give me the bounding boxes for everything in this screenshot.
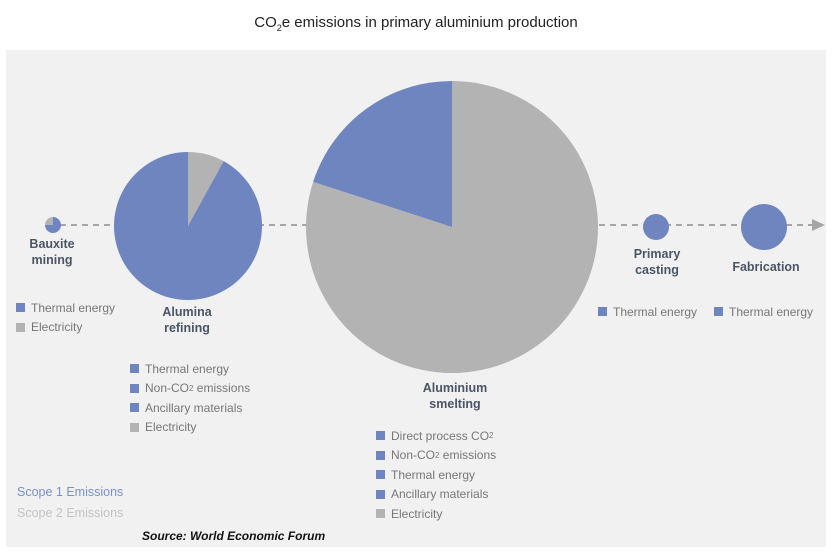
- legend-subscript: 2: [189, 383, 194, 393]
- legend-item: Thermal energy: [16, 298, 115, 318]
- legend-swatch: [376, 450, 385, 460]
- legend-alumina: Thermal energy Non-CO 2 emissions Ancillary…: [130, 359, 250, 437]
- legend-label-tail: emissions: [439, 448, 497, 463]
- legend-item: Direct process CO 2: [376, 426, 496, 446]
- legend-label: Thermal energy: [613, 304, 698, 319]
- legend-label: Electricity: [145, 420, 197, 435]
- legend-label-tail: emissions: [193, 381, 251, 396]
- legend-swatch: [130, 364, 139, 374]
- legend-label: Thermal energy: [145, 361, 230, 376]
- stage-label-alumina-refining: Alumina refining: [162, 305, 212, 335]
- legend-swatch: [714, 307, 723, 317]
- legend-subscript: 2: [489, 431, 494, 441]
- legend-item: Thermal energy: [376, 465, 496, 485]
- legend-swatch: [130, 403, 139, 413]
- legend-swatch: [376, 509, 385, 519]
- legend-item: Ancillary materials: [130, 398, 250, 418]
- legend-label: Ancillary materials: [145, 400, 243, 415]
- legend-label: Thermal energy: [729, 304, 814, 319]
- legend-label: Electricity: [391, 506, 443, 521]
- legend-swatch: [376, 489, 385, 499]
- scope1-label: Scope 1 Emissions: [17, 485, 124, 499]
- stage-label-aluminium-smelting: Aluminium smelting: [422, 381, 488, 411]
- scope2-label: Scope 2 Emissions: [17, 506, 124, 520]
- legend-subscript: 2: [435, 450, 440, 460]
- chart-title: CO2e emissions in primary aluminium prod…: [254, 14, 578, 33]
- source-note: Source: World Economic Forum: [142, 529, 326, 543]
- stage-label-bauxite-mining: Bauxite mining: [29, 237, 75, 267]
- pie-slice-primary-casting-0: [643, 214, 669, 240]
- legend-item: Thermal energy: [714, 302, 813, 322]
- legend-label: Electricity: [31, 320, 83, 335]
- legend-label: Thermal energy: [391, 467, 476, 482]
- pie-slice-fabrication-0: [741, 204, 787, 250]
- pie-slice-aluminium-smelting-1: [313, 81, 452, 227]
- legend-swatch: [130, 383, 139, 393]
- legend-label: Non-CO: [391, 448, 436, 463]
- legend-swatch: [376, 470, 385, 480]
- legend-swatch: [16, 322, 25, 332]
- legend-bauxite: Thermal energy Electricity: [16, 298, 115, 337]
- legend-item: Thermal energy: [130, 359, 250, 379]
- legend-item: Non-CO 2 emissions: [376, 446, 496, 466]
- legend-item: Electricity: [130, 418, 250, 438]
- legend-swatch: [130, 422, 139, 432]
- legend-fabrication: Thermal energy: [714, 302, 813, 322]
- legend-label: Non-CO: [145, 381, 190, 396]
- legend-item: Ancillary materials: [376, 485, 496, 505]
- legend-swatch: [598, 307, 607, 317]
- legend-smelting: Direct process CO 2 Non-CO 2 emissions Therm…: [376, 426, 496, 524]
- stage-label-primary-casting: Primary casting: [633, 247, 681, 277]
- process-arrow-head: [812, 219, 825, 231]
- legend-item: Electricity: [376, 504, 496, 524]
- pie-slice-bauxite-mining-1: [45, 217, 53, 225]
- legend-item: Thermal energy: [598, 302, 697, 322]
- legend-swatch: [376, 431, 385, 441]
- pie-slice-alumina-refining-1: [113, 152, 262, 300]
- stage-label-fabrication: Fabrication: [732, 260, 800, 274]
- legend-label: Direct process CO: [391, 428, 490, 443]
- legend-casting: Thermal energy: [598, 302, 697, 322]
- legend-label: Ancillary materials: [391, 487, 489, 502]
- legend-label: Thermal energy: [31, 300, 116, 315]
- legend-item: Electricity: [16, 318, 115, 338]
- pie-slice-alumina-refining-0: [188, 152, 224, 226]
- legend-item: Non-CO 2 emissions: [130, 379, 250, 399]
- legend-swatch: [16, 303, 25, 313]
